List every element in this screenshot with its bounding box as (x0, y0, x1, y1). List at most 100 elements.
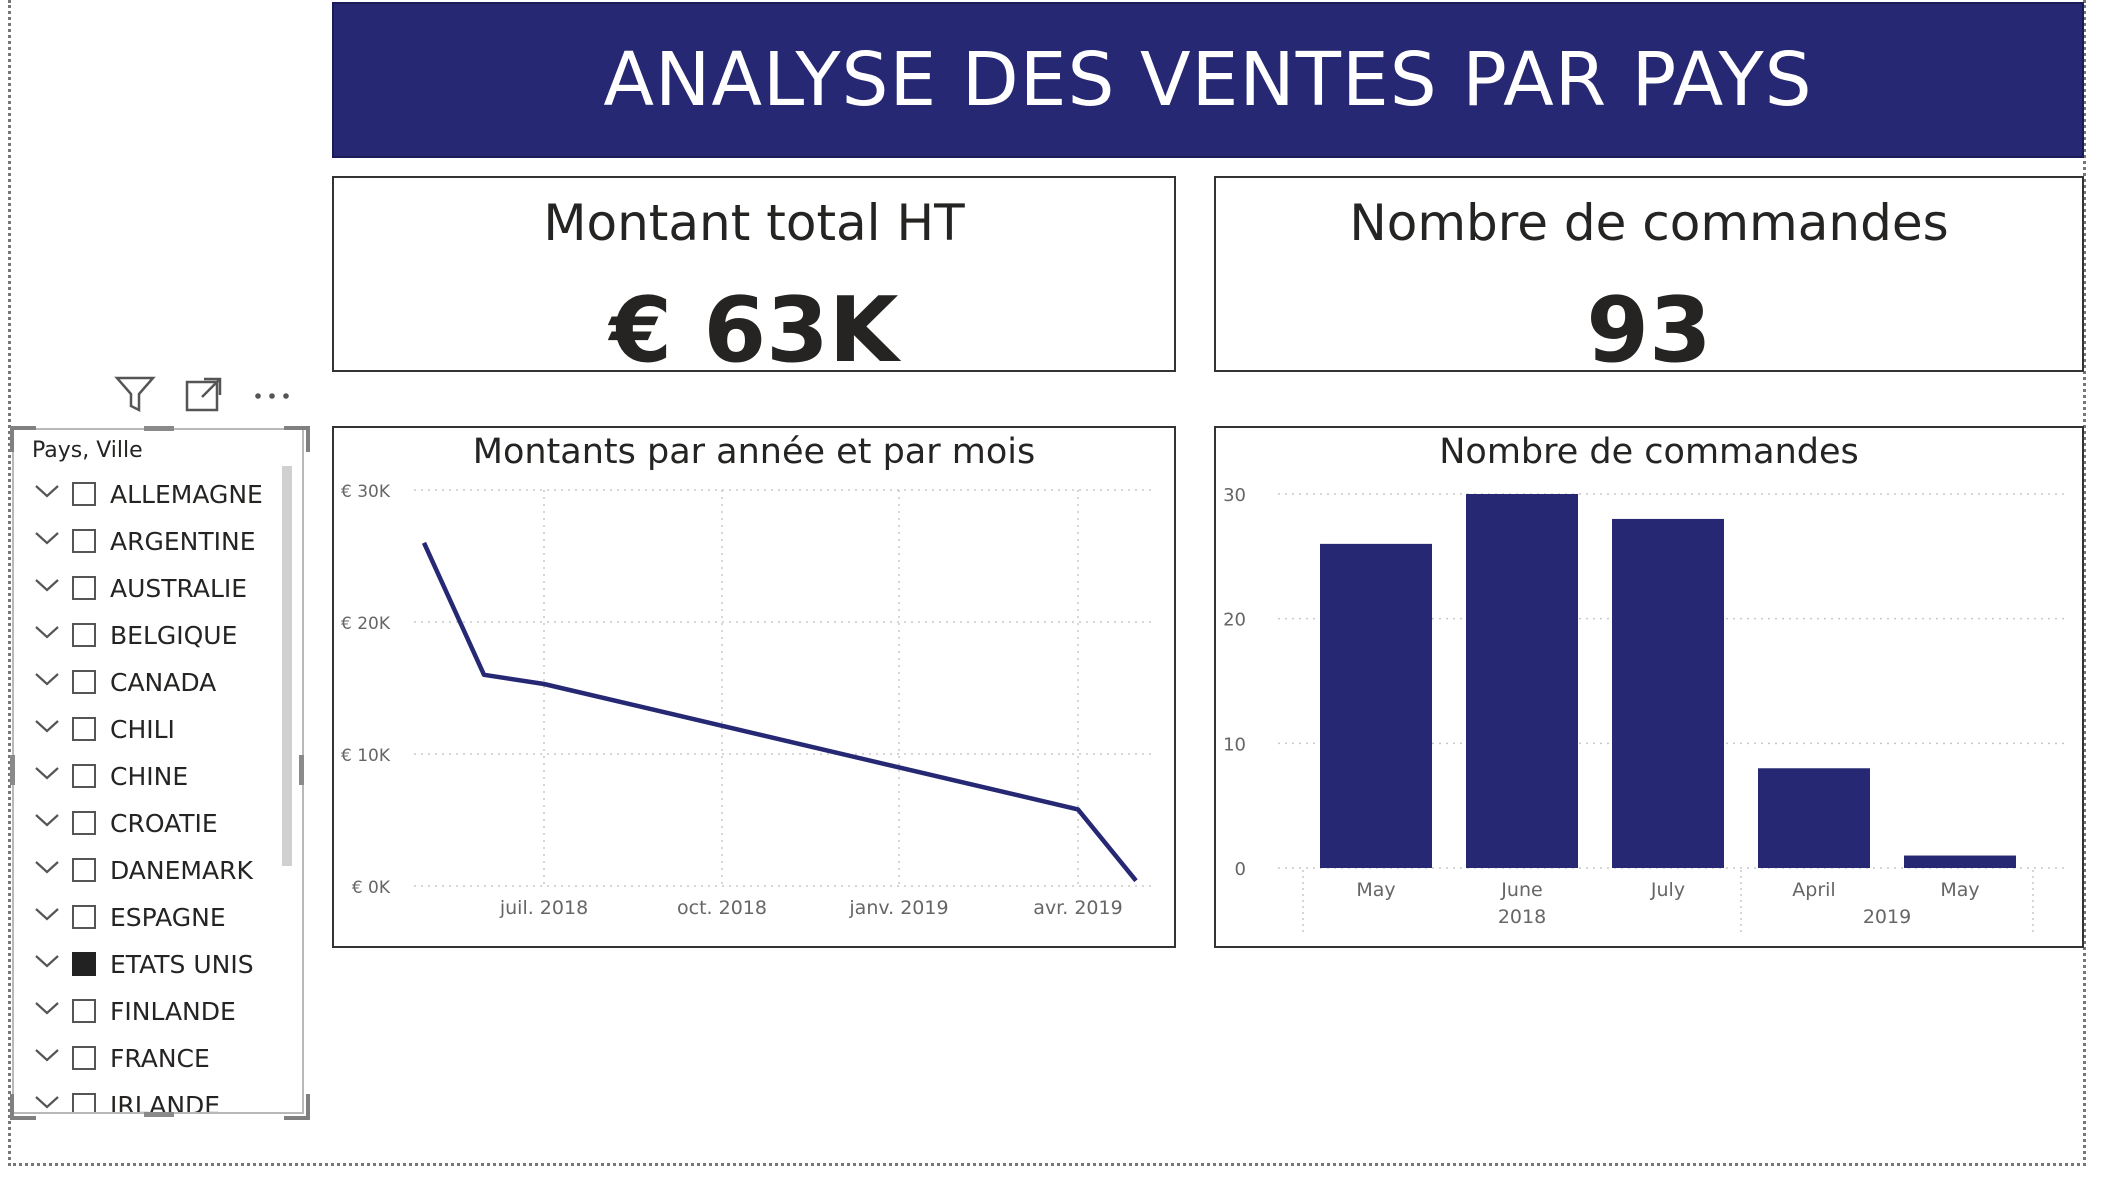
bar[interactable] (1612, 518, 1724, 868)
line-chart-visual[interactable]: Montants par année et par mois € 0K € 10K… (332, 426, 1176, 948)
country-slicer[interactable]: Pays, Ville ALLEMAGNE ARGENTINE AUSTRALIE B… (12, 428, 304, 1114)
more-options-icon[interactable] (250, 374, 294, 418)
checkbox[interactable] (72, 1046, 96, 1070)
line-chart-svg: € 0K € 10K € 20K € 30K juil. 2018 oct. 2018 ja… (341, 482, 1154, 919)
slicer-item[interactable]: CROATIE (14, 803, 284, 850)
checkbox[interactable] (72, 529, 96, 553)
slicer-item[interactable]: ETATS UNIS (14, 944, 284, 991)
resize-handle[interactable] (144, 426, 174, 431)
slicer-item[interactable]: ESPAGNE (14, 897, 284, 944)
kpi-card-value: € 63K (609, 278, 899, 383)
slicer-item[interactable]: ARGENTINE (14, 521, 284, 568)
slicer-item-label: CHILI (110, 715, 175, 744)
chevron-down-icon[interactable] (34, 809, 60, 835)
slicer-item[interactable]: IRLANDE (14, 1085, 284, 1114)
focus-mode-icon[interactable] (184, 374, 224, 418)
slicer-item[interactable]: CHILI (14, 709, 284, 756)
slicer-item[interactable]: FINLANDE (14, 991, 284, 1038)
y-tick-label: € 0K (352, 878, 391, 898)
resize-handle[interactable] (10, 755, 15, 785)
x-tick-label: avr. 2019 (1033, 897, 1122, 919)
bar-chart-visual[interactable]: Nombre de commandes 0 10 20 30 May June July Ap… (1214, 426, 2084, 948)
x-tick-label: May (1940, 879, 1979, 901)
chevron-down-icon[interactable] (34, 621, 60, 647)
slicer-item[interactable]: FRANCE (14, 1038, 284, 1085)
kpi-card-title: Montant total HT (543, 194, 965, 252)
x-tick-label: July (1650, 879, 1685, 901)
report-canvas (8, 0, 2086, 1166)
chevron-down-icon[interactable] (34, 574, 60, 600)
y-tick-label: € 30K (341, 482, 391, 502)
y-tick-label: 0 (1235, 859, 1246, 880)
x-tick-label: June (1500, 879, 1542, 901)
y-tick-label: € 10K (341, 746, 391, 766)
kpi-card-value: 93 (1586, 278, 1712, 383)
resize-corner[interactable] (284, 426, 310, 452)
slicer-item-label: AUSTRALIE (110, 574, 248, 603)
series-line[interactable] (421, 541, 1138, 883)
slicer-item-label: ETATS UNIS (110, 950, 254, 979)
slicer-header (110, 374, 300, 418)
chevron-down-icon[interactable] (34, 527, 60, 553)
checkbox[interactable] (72, 999, 96, 1023)
checkbox[interactable] (72, 623, 96, 647)
checkbox[interactable] (72, 905, 96, 929)
slicer-item-label: IRLANDE (110, 1091, 221, 1114)
x-tick-label: April (1792, 879, 1835, 901)
x-tick-label: janv. 2019 (848, 897, 948, 919)
slicer-item-label: CROATIE (110, 809, 218, 838)
resize-corner[interactable] (284, 1094, 310, 1120)
slicer-item[interactable]: CANADA (14, 662, 284, 709)
slicer-item-label: ARGENTINE (110, 527, 256, 556)
bar[interactable] (1904, 855, 2016, 868)
filter-icon[interactable] (114, 374, 156, 418)
kpi-card-amount[interactable]: Montant total HT € 63K (332, 176, 1176, 383)
chevron-down-icon[interactable] (34, 856, 60, 882)
slicer-item[interactable]: ALLEMAGNE (14, 474, 284, 521)
chart-title: Nombre de commandes (1439, 432, 1859, 472)
chevron-down-icon[interactable] (34, 950, 60, 976)
x-tick-label: May (1356, 879, 1395, 901)
bar-chart-svg: 0 10 20 30 May June July April May 2018 2019 (1223, 485, 2066, 934)
slicer-list: ALLEMAGNE ARGENTINE AUSTRALIE BELGIQUE CANAD… (14, 474, 284, 1114)
checkbox[interactable] (72, 1093, 96, 1112)
slicer-item[interactable]: BELGIQUE (14, 615, 284, 662)
checkbox[interactable] (72, 717, 96, 741)
title-banner: ANALYSE DES VENTES PAR PAYS (332, 2, 2084, 158)
checkbox[interactable] (72, 858, 96, 882)
resize-corner[interactable] (10, 426, 36, 452)
chevron-down-icon[interactable] (34, 1044, 60, 1070)
bar[interactable] (1466, 494, 1578, 868)
slicer-item-label: DANEMARK (110, 856, 253, 885)
x-group-label: 2018 (1498, 906, 1546, 928)
slicer-item[interactable]: CHINE (14, 756, 284, 803)
chevron-down-icon[interactable] (34, 480, 60, 506)
chevron-down-icon[interactable] (34, 715, 60, 741)
checkbox[interactable] (72, 576, 96, 600)
bar[interactable] (1320, 543, 1432, 868)
chevron-down-icon[interactable] (34, 1091, 60, 1112)
chevron-down-icon[interactable] (34, 997, 60, 1023)
chart-title: Montants par année et par mois (472, 432, 1036, 472)
resize-corner[interactable] (10, 1094, 36, 1120)
checkbox[interactable] (72, 482, 96, 506)
slicer-item-label: BELGIQUE (110, 621, 238, 650)
chevron-down-icon[interactable] (34, 903, 60, 929)
slicer-item[interactable]: AUSTRALIE (14, 568, 284, 615)
checkbox[interactable] (72, 670, 96, 694)
bar[interactable] (1758, 768, 1870, 868)
kpi-card-orders[interactable]: Nombre de commandes 93 (1214, 176, 2084, 383)
slicer-scrollbar[interactable] (282, 466, 292, 866)
resize-handle[interactable] (299, 755, 304, 785)
slicer-item[interactable]: DANEMARK (14, 850, 284, 897)
chevron-down-icon[interactable] (34, 668, 60, 694)
y-tick-label: 10 (1223, 734, 1246, 755)
slicer-title: Pays, Ville (32, 438, 143, 463)
checkbox[interactable] (72, 764, 96, 788)
checkbox[interactable] (72, 811, 96, 835)
checkbox[interactable] (72, 952, 96, 976)
resize-handle[interactable] (144, 1112, 174, 1117)
x-tick-label: juil. 2018 (499, 897, 588, 919)
slicer-item-label: FINLANDE (110, 997, 236, 1026)
chevron-down-icon[interactable] (34, 762, 60, 788)
